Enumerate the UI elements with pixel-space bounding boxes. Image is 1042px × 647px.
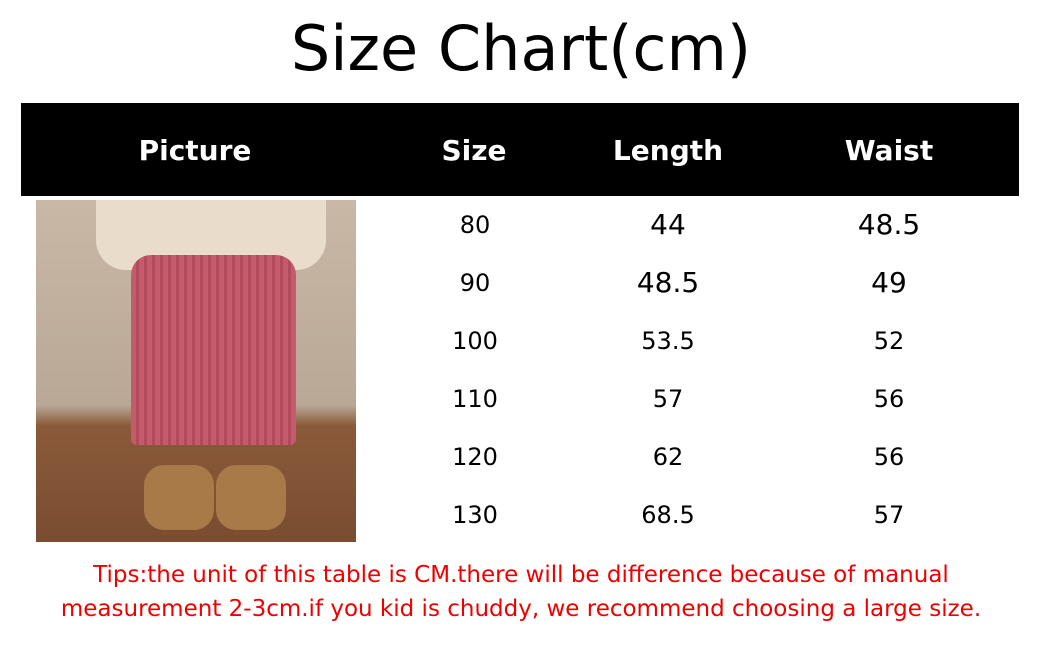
header-waist: Waist — [844, 134, 934, 167]
header-length: Length — [612, 134, 724, 167]
length-cell: 44 — [650, 208, 686, 241]
header-size: Size — [441, 134, 507, 167]
product-photo — [36, 200, 356, 542]
header-picture: Picture — [138, 134, 252, 167]
tips-line: measurement 2-3cm.if you kid is chuddy, … — [60, 596, 982, 622]
size-cell: 90 — [459, 269, 491, 297]
length-cell: 53.5 — [641, 327, 695, 355]
tips-line: Tips:the unit of this table is CM.there … — [93, 562, 949, 588]
waist-cell: 56 — [873, 385, 905, 413]
table-header: Picture Size Length Waist — [21, 103, 1019, 196]
page-title: Size Chart(cm) — [290, 12, 752, 85]
waist-cell: 48.5 — [857, 208, 921, 241]
tips-text: Tips:the unit of this table is CM.there … — [0, 558, 1042, 626]
size-cell: 130 — [452, 501, 498, 529]
size-cell: 110 — [452, 385, 498, 413]
length-cell: 48.5 — [636, 266, 700, 299]
size-cell: 80 — [459, 211, 491, 239]
size-cell: 100 — [452, 327, 498, 355]
waist-cell: 56 — [873, 443, 905, 471]
waist-cell: 49 — [871, 266, 907, 299]
waist-cell: 57 — [873, 501, 905, 529]
waist-cell: 52 — [873, 327, 905, 355]
size-cell: 120 — [452, 443, 498, 471]
length-cell: 62 — [652, 443, 684, 471]
length-cell: 57 — [652, 385, 684, 413]
length-cell: 68.5 — [641, 501, 695, 529]
